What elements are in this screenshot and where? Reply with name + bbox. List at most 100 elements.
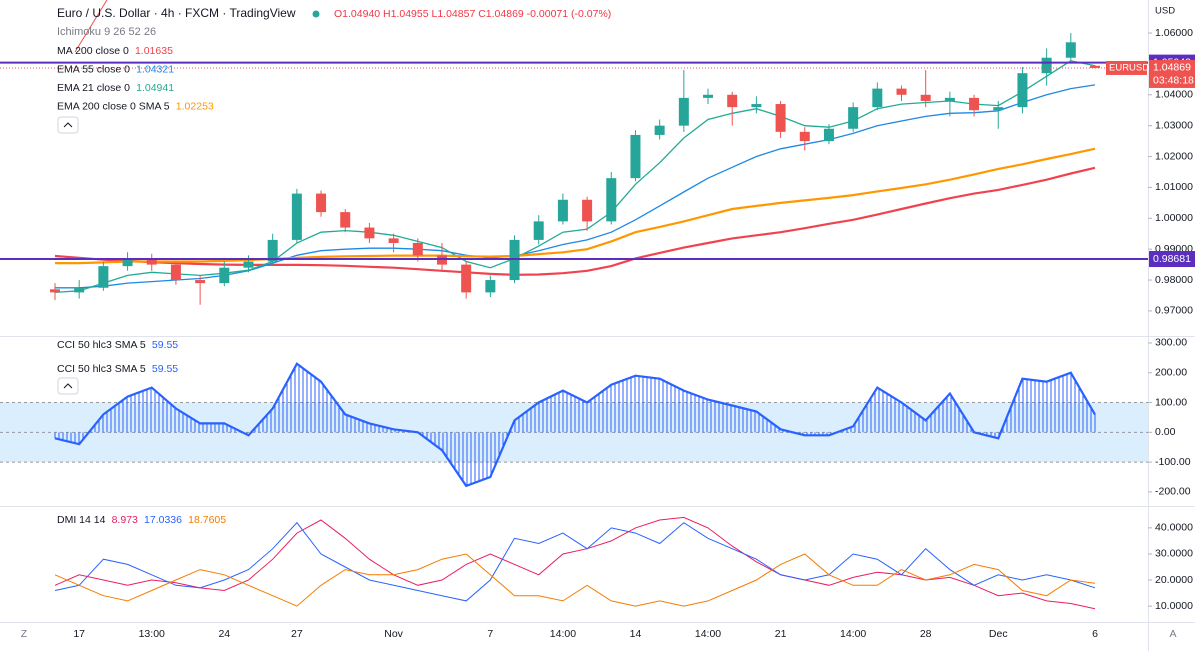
dmi-line: [54, 553, 1096, 607]
plot-layer: 0.970000.980000.990001.000001.010001.020…: [0, 6, 1195, 640]
candle-body: [896, 88, 907, 95]
y-tick-label: 0.00: [1155, 426, 1176, 438]
symbol-label: EURUSD: [1109, 62, 1149, 73]
y-tick-label: -100.00: [1155, 456, 1191, 468]
status-dot: [312, 10, 320, 18]
y-tick-label: 300.00: [1155, 337, 1187, 349]
legend-value: 8.973: [112, 514, 138, 526]
x-tick-label: 28: [920, 628, 932, 640]
x-tick-label: 14: [630, 628, 642, 640]
candle-body: [751, 104, 762, 108]
countdown: 03:48:18: [1153, 75, 1194, 87]
candle-body: [727, 94, 738, 108]
ohlc: O1.04940 H1.04955 L1.04857 C1.04869 -0.0…: [334, 8, 611, 20]
indicator-line: [55, 147, 1096, 265]
candle-body: [944, 97, 955, 101]
candle-body: [557, 199, 568, 222]
candle-body: [170, 264, 181, 281]
y-tick-label: 1.04000: [1155, 89, 1193, 101]
candle-body: [775, 104, 786, 132]
price-label-box: [1149, 251, 1195, 268]
legend-value: 59.55: [152, 363, 178, 375]
collapse-button[interactable]: [57, 116, 79, 134]
y-tick-label: 1.06000: [1155, 27, 1193, 39]
candle-body: [606, 178, 617, 222]
candle-body: [582, 199, 593, 222]
cci-line: [54, 362, 1096, 488]
candle-body: [388, 238, 399, 243]
candle-body: [364, 227, 375, 239]
candle-body: [533, 221, 544, 240]
y-tick-label: 1.00000: [1155, 212, 1193, 224]
candle-body: [146, 258, 157, 265]
y-tick-label: 0.98000: [1155, 274, 1193, 286]
x-tick-label: 13:00: [139, 628, 165, 640]
x-tick-label: 27: [291, 628, 303, 640]
y-tick-label: 0.97000: [1155, 305, 1193, 317]
legend-value: 18.7605: [188, 514, 226, 526]
x-tick-label: 24: [218, 628, 230, 640]
x-tick-label: 17: [73, 628, 85, 640]
legend-value: 17.0336: [144, 514, 182, 526]
candle-body: [1065, 42, 1076, 58]
x-tick-label: Nov: [384, 628, 403, 640]
x-tick-label: 21: [775, 628, 787, 640]
legend-name: EMA 55 close 0: [57, 63, 130, 75]
candle-body: [74, 287, 85, 293]
symbol-box: [1106, 60, 1147, 75]
candle-body: [1041, 57, 1052, 74]
candle-body: [98, 266, 109, 288]
candle-body: [243, 261, 254, 268]
legend-name: MA 200 close 0: [57, 45, 129, 57]
legend-value: 1.04321: [136, 63, 174, 75]
candle-body: [291, 193, 302, 240]
candle-body: [630, 134, 641, 179]
x-tick-label: 14:00: [550, 628, 576, 640]
y-tick-label: 20.0000: [1155, 574, 1193, 586]
candle-body: [969, 97, 980, 111]
y-tick-label: -200.00: [1155, 486, 1191, 498]
drawing-line: [74, 0, 108, 53]
candle-body: [485, 280, 496, 293]
candle-body: [872, 88, 883, 108]
legend-value: 1.04941: [136, 82, 174, 94]
y-tick-label: 40.0000: [1155, 522, 1193, 534]
legend-name: EMA 21 close 0: [57, 82, 130, 94]
legend-name: CCI 50 hlc3 SMA 5: [57, 339, 146, 351]
y-tick-label: 100.00: [1155, 396, 1187, 408]
candle-body: [461, 264, 472, 293]
legend-name: EMA 200 close 0 SMA 5: [57, 101, 170, 113]
candle-body: [267, 239, 278, 262]
chart-title: Euro / U.S. Dollar · 4h · FXCM · Trading…: [57, 6, 296, 20]
y-tick-label: 30.0000: [1155, 548, 1193, 560]
last-price-box: [1149, 59, 1195, 88]
x-tick-label: Dec: [989, 628, 1008, 640]
candle-body: [703, 94, 714, 98]
candle-body: [122, 258, 133, 267]
candle-body: [993, 107, 1004, 111]
candle-body: [316, 193, 327, 213]
x-tick-label: 14:00: [840, 628, 866, 640]
toolbar-button[interactable]: A: [1169, 628, 1176, 640]
candle-body: [678, 97, 689, 126]
candle-body: [848, 107, 859, 129]
candle-body: [412, 242, 423, 256]
x-tick-label: 6: [1092, 628, 1098, 640]
collapse-button[interactable]: [57, 377, 79, 395]
legend-value: 1.02253: [176, 101, 214, 113]
candle-body: [50, 289, 60, 293]
legend-name: DMI 14 14: [57, 514, 106, 526]
price-label: 0.98681: [1153, 253, 1191, 265]
candle-body: [340, 212, 351, 228]
indicator-line: [54, 166, 1096, 276]
candle-body: [1017, 73, 1028, 108]
candle-body: [799, 131, 810, 142]
collapse-icon: [63, 122, 73, 128]
y-tick-label: 1.03000: [1155, 119, 1193, 131]
toolbar-button[interactable]: Z: [21, 628, 28, 640]
candle-body: [654, 125, 665, 135]
y-tick-label: 10.0000: [1155, 600, 1193, 612]
dmi-line: [54, 521, 1096, 602]
